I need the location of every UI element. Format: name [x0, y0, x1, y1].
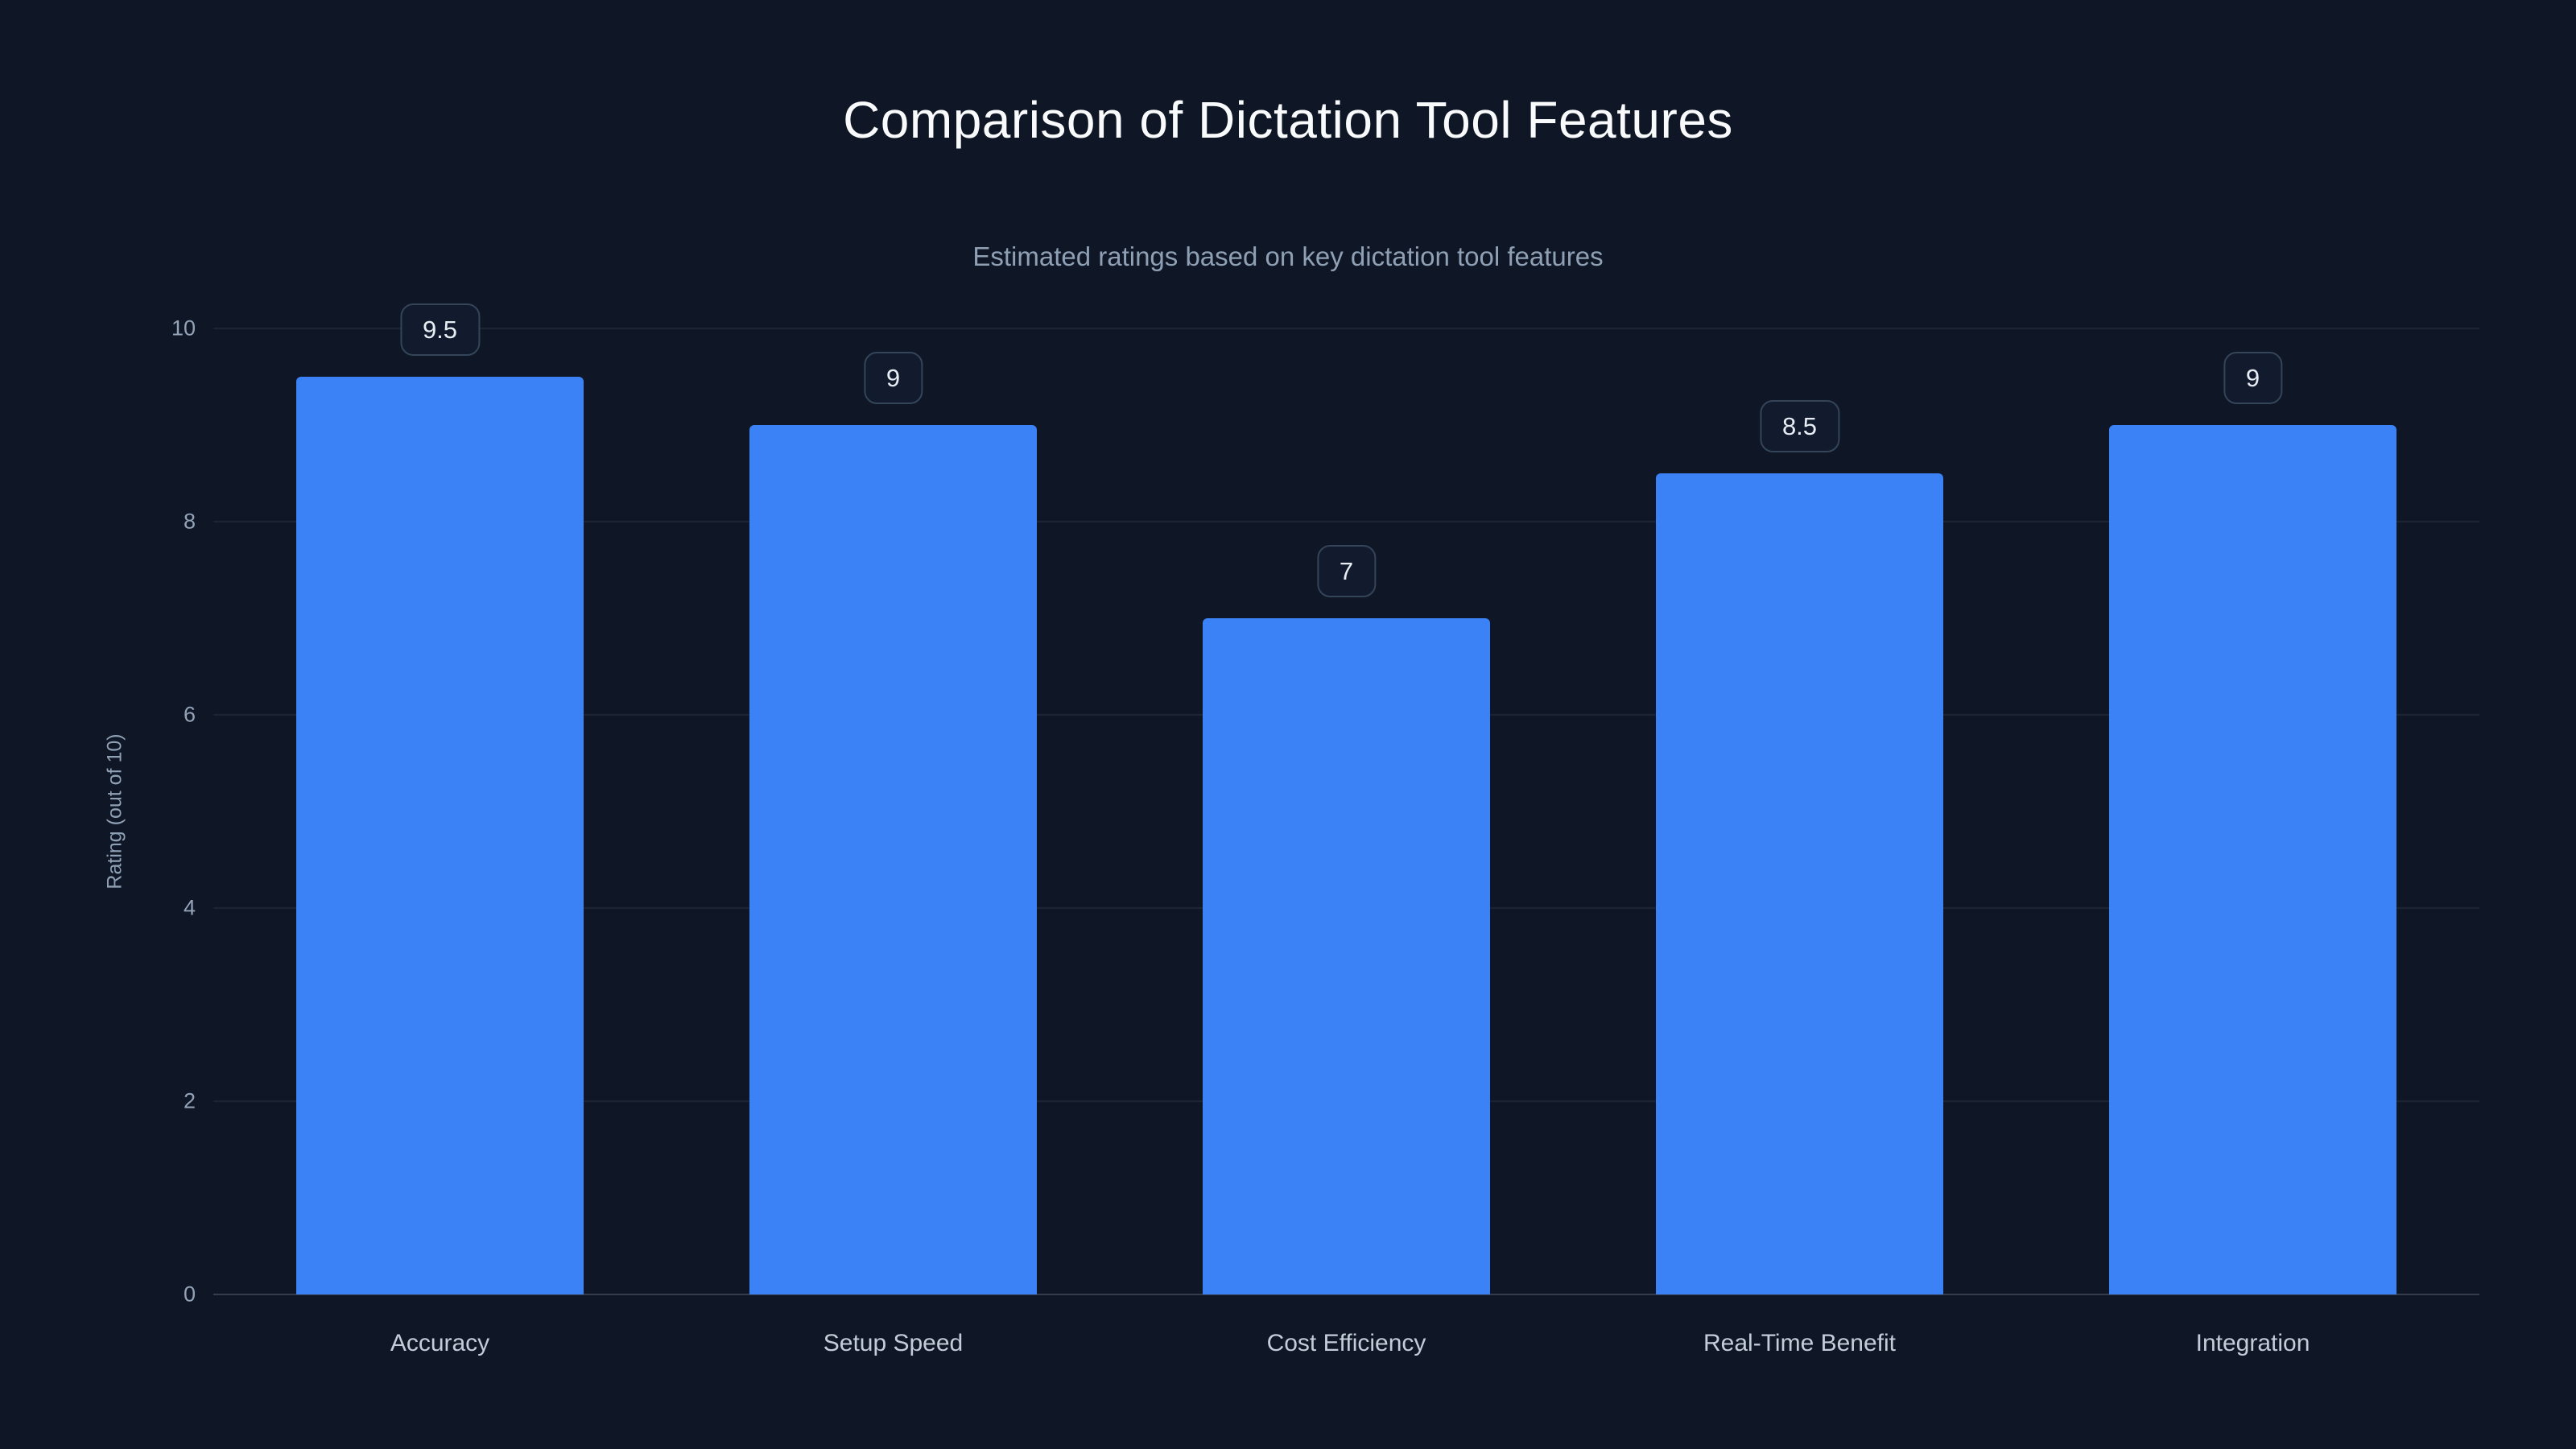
bar-slot: 8.5 Real-Time Benefit — [1573, 328, 2026, 1356]
bar-slot: 9 Integration — [2026, 328, 2479, 1356]
y-tick-label: 8 — [183, 509, 196, 534]
y-axis-label: Rating (out of 10) — [103, 733, 126, 890]
bar-slot: 7 Cost Efficiency — [1120, 328, 1573, 1356]
x-category-label: Accuracy — [390, 1330, 490, 1356]
plot-area: Rating (out of 10) 0 2 4 6 8 10 9.5 Accuracy 9 S… — [104, 303, 2479, 1356]
bars-row: 9.5 Accuracy 9 Setup Speed 7 Cost Efficiency 8… — [213, 303, 2479, 1356]
value-badge: 9 — [2223, 351, 2283, 404]
y-tick-label: 6 — [183, 702, 196, 727]
bar — [749, 425, 1037, 1294]
value-badge: 8.5 — [1759, 399, 1840, 452]
chart-subtitle: Estimated ratings based on key dictation… — [972, 242, 1604, 271]
x-category-label: Real-Time Benefit — [1703, 1330, 1896, 1356]
bar — [1203, 618, 1490, 1294]
bar — [1656, 473, 1943, 1294]
y-tick-label: 0 — [183, 1282, 196, 1307]
y-axis-ticks: 0 2 4 6 8 10 — [133, 316, 196, 1307]
value-badge: 7 — [1316, 544, 1377, 597]
bar-slot: 9 Setup Speed — [667, 328, 1120, 1356]
y-tick-label: 2 — [183, 1088, 196, 1113]
gridline — [213, 521, 2479, 522]
value-badge: 9 — [863, 351, 923, 404]
bar-slot: 9.5 Accuracy — [213, 303, 667, 1356]
y-tick-label: 10 — [171, 316, 196, 341]
x-category-label: Setup Speed — [823, 1330, 964, 1356]
value-badge: 9.5 — [399, 303, 481, 356]
bar — [2109, 425, 2396, 1294]
bar — [296, 377, 584, 1294]
x-axis-line — [213, 1294, 2479, 1295]
gridline — [213, 328, 2479, 329]
x-category-label: Cost Efficiency — [1266, 1330, 1426, 1356]
chart-title: Comparison of Dictation Tool Features — [843, 91, 1733, 149]
y-tick-label: 4 — [183, 895, 196, 920]
x-category-label: Integration — [2195, 1330, 2310, 1356]
